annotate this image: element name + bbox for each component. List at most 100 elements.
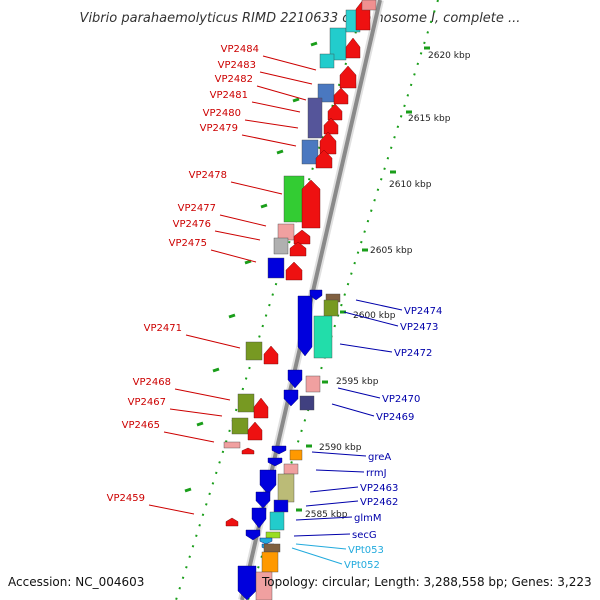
scale-labels: 2620 kbp 2615 kbp 2610 kbp 2605 kbp 2600 kbp… (305, 51, 471, 520)
gene-block (237, 393, 255, 413)
gene-block (273, 499, 289, 513)
label-leader (251, 101, 301, 113)
gene-label: VP2467 (128, 397, 166, 408)
scale-label: 2620 kbp (428, 51, 471, 61)
gene-label: VP2470 (382, 394, 420, 405)
gene-block (263, 543, 281, 553)
scale-label: 2595 kbp (336, 377, 379, 387)
gene-label: VP2477 (178, 203, 216, 214)
gene-arrow-reverse (255, 491, 271, 509)
gene-arrow-forward (247, 421, 263, 441)
tick-mark (184, 487, 192, 493)
label-leader (291, 547, 343, 565)
gene-arrow-reverse (309, 289, 323, 301)
gene-block (255, 571, 273, 600)
gene-block (329, 27, 347, 61)
gene-arrow-reverse (271, 445, 287, 455)
tick-mark (260, 203, 268, 209)
gene-arrow-forward (339, 65, 357, 89)
gene-block (245, 341, 263, 361)
gene-arrow-forward (301, 179, 321, 229)
gene-block (231, 417, 249, 435)
gene-label: VP2465 (122, 420, 160, 431)
gene-label: VP2482 (215, 74, 253, 85)
gene-arrow-forward (323, 117, 339, 135)
label-leader (148, 504, 195, 515)
scale-label: 2590 kbp (319, 443, 362, 453)
gene-block (273, 237, 289, 255)
gene-arrow-reverse (251, 507, 267, 529)
gene-arrow-forward (253, 397, 269, 419)
label-leader (185, 334, 241, 349)
label-leader (337, 387, 381, 399)
label-leader (315, 469, 365, 473)
gene-arrow-forward (333, 87, 349, 105)
label-leader (293, 533, 351, 537)
gene-block (283, 463, 299, 475)
gene-label: VP2481 (210, 90, 248, 101)
gene-block (223, 441, 241, 449)
gene-label: VP2468 (133, 377, 171, 388)
gene-arrow-reverse (259, 537, 273, 545)
gene-label: VP2469 (376, 412, 414, 423)
gene-arrow-reverse (287, 369, 303, 389)
gene-arrow-forward (289, 241, 307, 257)
gene-block (317, 83, 335, 103)
gene-arrow-reverse (245, 529, 261, 541)
gene-label: VP2483 (218, 60, 256, 71)
scale-label: 2605 kbp (370, 246, 413, 256)
gene-label: VP2462 (360, 497, 398, 508)
gene-features (223, 0, 377, 600)
label-leader (305, 500, 359, 507)
label-leader (256, 85, 307, 101)
scale-label: 2610 kbp (389, 180, 432, 190)
gene-label: VP2479 (200, 123, 238, 134)
gene-label: VP2459 (107, 493, 145, 504)
gene-label: secG (352, 530, 377, 541)
label-leader (343, 311, 399, 327)
gene-label: greA (368, 452, 391, 463)
label-leader (355, 299, 403, 311)
label-leader (169, 408, 223, 417)
tick-mark (228, 313, 236, 319)
gene-block (283, 175, 305, 223)
label-leader (241, 134, 297, 147)
gene-label: VP2480 (203, 108, 241, 119)
scale-label: 2615 kbp (408, 114, 451, 124)
label-leader (244, 119, 299, 129)
gene-block (265, 531, 281, 539)
tick-mark (212, 367, 220, 373)
label-leader (163, 431, 215, 443)
gene-arrow-forward (285, 261, 303, 281)
gene-block (305, 375, 321, 393)
gene-block (289, 449, 303, 461)
label-leader (262, 55, 317, 71)
label-leader (311, 451, 367, 457)
tick-mark (244, 259, 252, 265)
label-leader (259, 71, 313, 85)
gene-block (313, 315, 333, 359)
gene-arrow-forward (225, 517, 239, 527)
label-leader (331, 403, 375, 417)
label-leader (339, 343, 393, 353)
scale-label: 2585 kbp (305, 510, 348, 520)
gene-label: VP2471 (144, 323, 182, 334)
major-ticks (184, 41, 430, 512)
label-leaders (148, 55, 403, 565)
gene-arrow-reverse (283, 389, 299, 407)
gene-arrow-forward (319, 131, 337, 155)
tick-mark (276, 149, 284, 155)
gene-label: VP2472 (394, 348, 432, 359)
gene-arrow-reverse (297, 295, 313, 357)
gene-labels: VP2484 VP2483 VP2482 VP2481 VP2480 VP2479 VP24… (107, 44, 443, 571)
gene-block (307, 97, 323, 139)
gene-block (277, 473, 295, 503)
label-leader (210, 249, 257, 263)
label-leader (214, 230, 261, 241)
gene-block (269, 511, 285, 531)
label-leader (230, 181, 283, 195)
gene-arrow-reverse (267, 457, 283, 467)
gene-block (323, 299, 339, 317)
label-leader (309, 486, 359, 493)
gene-block (261, 551, 279, 573)
